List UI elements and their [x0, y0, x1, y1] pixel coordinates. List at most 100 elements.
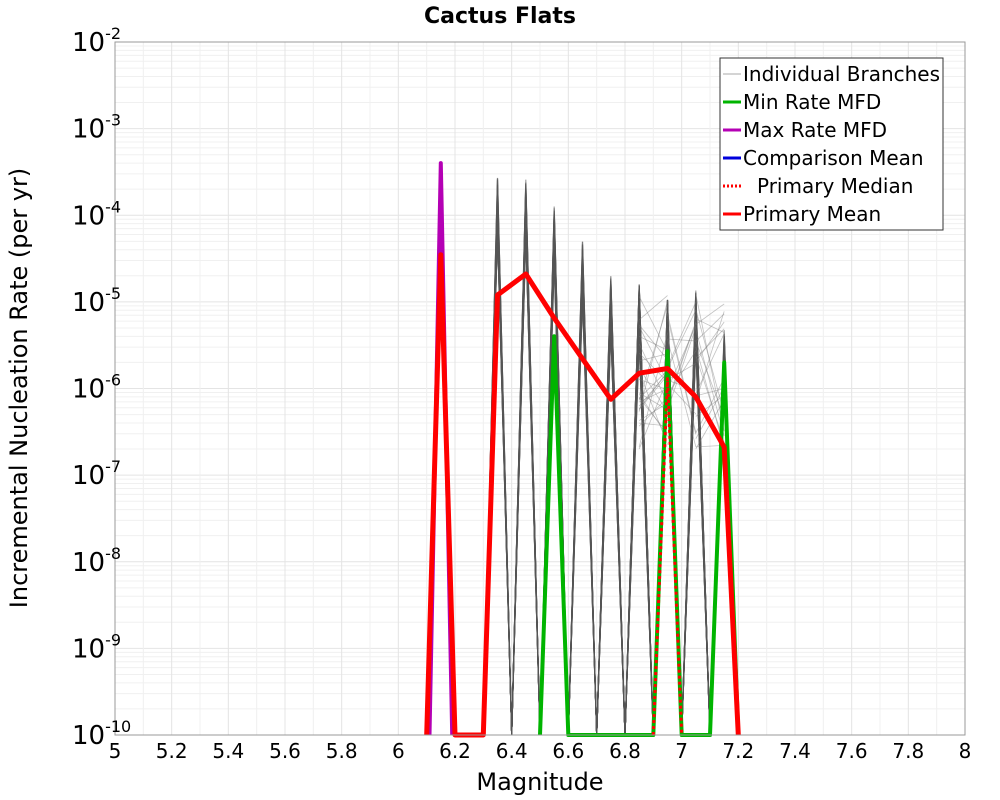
branch-line [695, 318, 725, 333]
branch-line [667, 313, 697, 433]
legend-label: Min Rate MFD [743, 90, 881, 114]
branch-line [695, 394, 725, 417]
branch-line [667, 363, 697, 381]
branch-line [695, 356, 725, 443]
x-tick-label: 7.2 [722, 739, 754, 763]
branch-line [667, 325, 697, 390]
series-primary-median [651, 377, 684, 736]
y-tick-exponent: -9 [105, 630, 121, 649]
branch-line [638, 402, 668, 421]
y-tick-label: 10-4 [72, 197, 121, 231]
x-tick-label: 7 [675, 739, 688, 763]
y-tick-label: 10-6 [72, 371, 121, 405]
y-tick-base: 10 [72, 28, 105, 58]
branch-line [695, 321, 725, 363]
branch-line [695, 329, 725, 437]
branch-line [638, 367, 668, 413]
x-tick-label: 5 [109, 739, 122, 763]
branch-line [695, 340, 725, 418]
branch-line [695, 294, 725, 432]
branch-line [695, 378, 725, 434]
branch-line [695, 333, 725, 394]
legend-label: Individual Branches [743, 62, 940, 86]
branch-line [667, 338, 696, 342]
y-tick-exponent: -10 [105, 717, 131, 736]
y-tick-base: 10 [72, 288, 105, 318]
branch-lines [482, 177, 739, 736]
y-tick-base: 10 [72, 721, 105, 751]
y-tick-exponent: -7 [105, 457, 121, 476]
x-tick-label: 7.6 [836, 739, 868, 763]
grid [114, 42, 966, 736]
legend-label: Primary Median [757, 174, 913, 198]
x-tick-label: 6 [392, 739, 405, 763]
branch-line [638, 332, 668, 448]
x-tick-label: 8 [959, 739, 972, 763]
branch-line [638, 378, 668, 450]
branch-line [638, 336, 668, 351]
x-tick-label: 5.4 [212, 739, 244, 763]
y-tick-label: 10-2 [72, 24, 121, 58]
x-tick-label: 5.8 [326, 739, 358, 763]
y-tick-label: 10-5 [72, 284, 121, 318]
y-axis-label: Incremental Nucleation Rate (per yr) [5, 168, 33, 608]
x-tick-label: 6.6 [552, 739, 584, 763]
x-tick-label: 7.4 [779, 739, 811, 763]
branch-line [667, 339, 697, 447]
y-tick-base: 10 [72, 461, 105, 491]
y-tick-exponent: -3 [105, 111, 121, 130]
branch-line [695, 313, 725, 342]
branch-line [695, 328, 725, 359]
y-tick-base: 10 [72, 115, 105, 145]
y-tick-base: 10 [72, 634, 105, 664]
branch-line [639, 353, 668, 362]
y-tick-label: 10-8 [72, 544, 121, 578]
y-tick-label: 10-10 [72, 717, 131, 751]
branch-line [482, 213, 739, 736]
y-tick-exponent: -4 [105, 197, 121, 216]
branch-line [638, 371, 668, 410]
legend-label: Primary Mean [743, 202, 881, 226]
y-tick-exponent: -6 [105, 371, 121, 390]
plot-frame [114, 41, 966, 736]
x-axis-label: Magnitude [476, 768, 603, 796]
y-tick-label: 10-7 [72, 457, 121, 491]
y-tick-exponent: -5 [105, 284, 121, 303]
branch-line [667, 309, 697, 369]
branch-line [639, 378, 668, 391]
branch-line [695, 311, 725, 402]
branch-line [638, 295, 668, 321]
branch-line [695, 309, 725, 414]
x-tick-label: 6.2 [439, 739, 471, 763]
y-tick-base: 10 [72, 201, 105, 231]
branch-line [638, 372, 668, 407]
legend-label: Comparison Mean [743, 146, 924, 170]
branch-line [695, 388, 725, 397]
branch-line [667, 301, 697, 367]
legend: Individual Branches Min Rate MFD Max Rate … [719, 57, 944, 231]
y-tick-label: 10-9 [72, 630, 121, 664]
branch-line [638, 343, 668, 404]
x-tick-label: 6.8 [609, 739, 641, 763]
branch-line [638, 397, 668, 427]
x-tick-labels: 5 5.2 5.4 5.6 5.8 6 6.2 6.4 6.6 6.8 7 7.2 7.4 7.6 7.8 8 [109, 739, 972, 763]
branch-line [695, 386, 725, 439]
branch-line [638, 305, 668, 401]
x-tick-label: 7.8 [892, 739, 924, 763]
y-tick-exponent: -8 [105, 544, 121, 563]
x-tick-label: 5.6 [269, 739, 301, 763]
branch-line [667, 350, 697, 396]
branch-line [667, 322, 697, 404]
y-tick-label: 10-3 [72, 111, 121, 145]
branch-line [638, 388, 668, 403]
branch-line [638, 326, 668, 383]
branch-line [667, 383, 697, 415]
y-tick-base: 10 [72, 548, 105, 578]
legend-box [719, 57, 944, 231]
branch-line [695, 303, 725, 325]
branch-line [667, 327, 697, 410]
branch-line [638, 370, 668, 399]
series-min-rate-mfd [538, 334, 741, 737]
branch-line [667, 321, 697, 401]
